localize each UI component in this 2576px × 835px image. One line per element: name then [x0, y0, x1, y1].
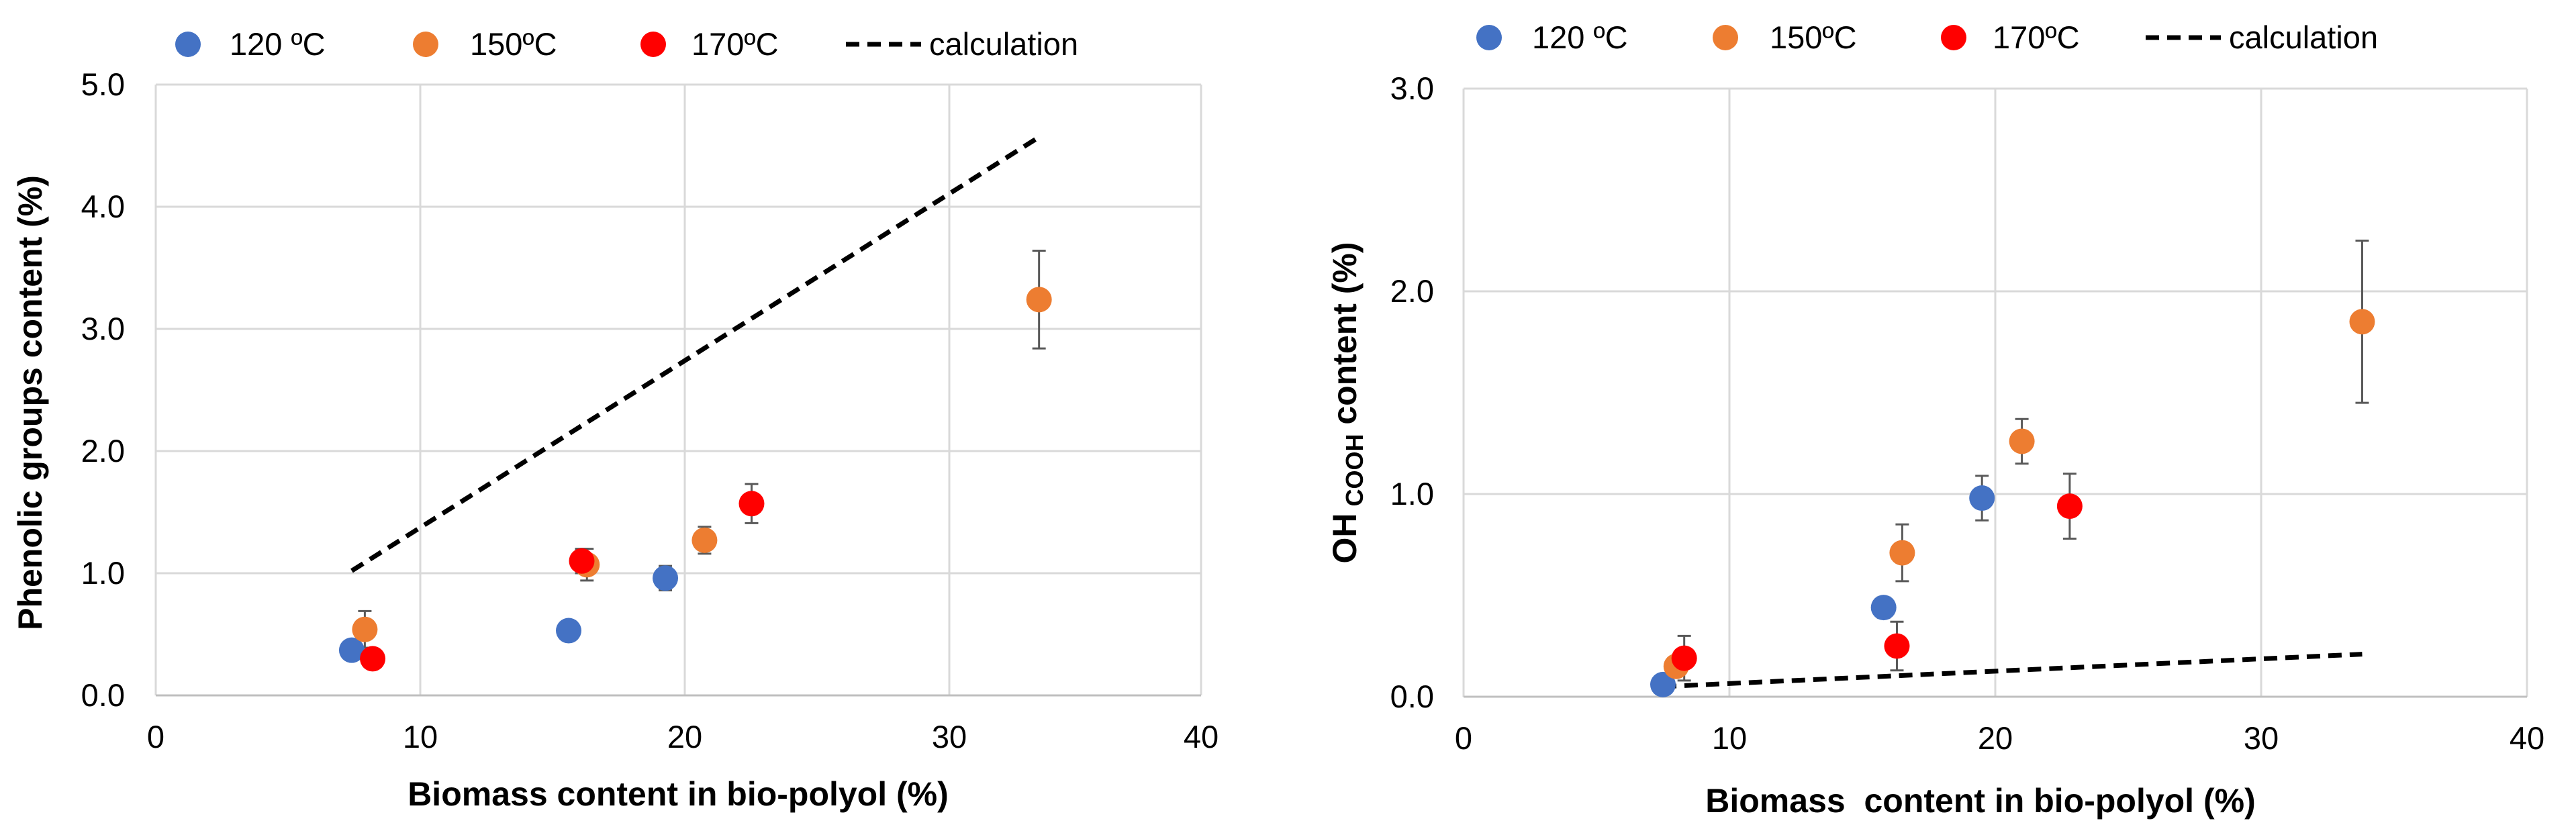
- y-tick-label: 5.0: [81, 66, 125, 102]
- chart1-y-ticks: 0.0 1.0 2.0 3.0: [1390, 70, 1434, 714]
- legend-marker-170: [640, 32, 666, 57]
- legend-label-120: 120 ºC: [1532, 19, 1628, 55]
- legend-marker-120: [175, 32, 201, 57]
- legend-label-170: 170ºC: [1993, 19, 2080, 55]
- data-point-s0-p1: [556, 618, 582, 644]
- x-tick-label: 0: [147, 719, 164, 754]
- legend-label-170: 170ºC: [691, 26, 779, 62]
- legend-label-calculation: calculation: [929, 26, 1078, 62]
- calculation-line: [350, 135, 1041, 573]
- x-tick-label: 10: [1712, 720, 1747, 756]
- y-tick-label: 3.0: [81, 311, 125, 346]
- data-point-s1-p2: [2009, 428, 2035, 454]
- legend-marker-120: [1476, 25, 1502, 50]
- x-tick-label: 20: [1978, 720, 2013, 756]
- y-axis-title-main: OH: [1326, 513, 1364, 564]
- chart1-legend: 120 ºC 150ºC 170ºC calculation: [1476, 19, 2378, 55]
- chart1-gridlines: [1462, 87, 2528, 698]
- data-point-s0-p1: [1870, 595, 1897, 621]
- data-point-s1-p0: [352, 616, 378, 642]
- x-tick-label: 0: [1455, 720, 1472, 756]
- x-axis-title: Biomass content in bio-polyol (%): [408, 775, 949, 813]
- data-point-s0-p2: [653, 565, 679, 591]
- y-tick-label: 2.0: [1390, 273, 1434, 309]
- data-point-s0-p0: [338, 637, 365, 663]
- y-tick-label: 0.0: [81, 677, 125, 713]
- x-tick-label: 10: [403, 719, 438, 754]
- chart0-data-layer: [338, 135, 1052, 672]
- legend-label-150: 150ºC: [470, 26, 557, 62]
- x-tick-label: 30: [2244, 720, 2279, 756]
- y-tick-label: 3.0: [1390, 70, 1434, 106]
- chart1-x-ticks: 0 10 20 30 40: [1455, 720, 2544, 756]
- data-point-s2-p1: [569, 548, 595, 574]
- x-tick-label: 30: [932, 719, 967, 754]
- x-tick-label: 40: [2510, 720, 2544, 756]
- x-axis-title: Biomass content in bio-polyol (%): [1705, 782, 2255, 820]
- y-tick-label: 1.0: [81, 555, 125, 591]
- legend-marker-150: [413, 32, 438, 57]
- chart-phenolic-groups: 0.0 1.0 2.0 3.0 4.0 5.0 0 10 20 30 40 Bi…: [11, 26, 1219, 813]
- data-point-s2-p0: [360, 646, 386, 672]
- y-axis-title: OH COOH content (%): [1326, 242, 1368, 563]
- y-axis-title-rest: content (%): [1326, 242, 1364, 434]
- data-point-s0-p0: [1650, 671, 1676, 697]
- data-point-s1-p1: [1889, 540, 1915, 566]
- legend-marker-170: [1941, 25, 1966, 50]
- chart0-x-ticks: 0 10 20 30 40: [147, 719, 1219, 754]
- data-point-s2-p1: [1884, 633, 1910, 659]
- x-tick-label: 20: [667, 719, 702, 754]
- data-point-s2-p0: [1671, 645, 1697, 671]
- y-tick-label: 4.0: [81, 189, 125, 224]
- data-point-s2-p2: [2056, 493, 2083, 520]
- y-tick-label: 0.0: [1390, 679, 1434, 714]
- data-point-s1-p3: [1026, 287, 1052, 313]
- data-point-s1-p2: [691, 527, 718, 553]
- data-point-s2-p2: [738, 491, 765, 517]
- legend-label-calculation: calculation: [2229, 19, 2378, 55]
- legend-marker-150: [1713, 25, 1738, 50]
- y-tick-label: 1.0: [1390, 476, 1434, 511]
- chart-oh-cooh: 0.0 1.0 2.0 3.0 0 10 20 30 40 Biomass co…: [1326, 19, 2544, 820]
- y-tick-label: 2.0: [81, 433, 125, 469]
- data-point-s0-p2: [1969, 485, 1995, 511]
- chart0-legend: 120 ºC 150ºC 170ºC calculation: [175, 26, 1078, 62]
- chart1-data-layer: [1650, 240, 2375, 697]
- x-tick-label: 40: [1184, 719, 1219, 754]
- y-axis-title-subscript: COOH: [1341, 434, 1368, 507]
- legend-label-150: 150ºC: [1770, 19, 1857, 55]
- calculation-line: [1662, 652, 2363, 689]
- data-point-s1-p3: [2349, 309, 2375, 335]
- legend-label-120: 120 ºC: [230, 26, 326, 62]
- chart0-gridlines: [154, 83, 1202, 697]
- y-axis-title: Phenolic groups content (%): [11, 175, 49, 630]
- chart0-y-ticks: 0.0 1.0 2.0 3.0 4.0 5.0: [81, 66, 125, 713]
